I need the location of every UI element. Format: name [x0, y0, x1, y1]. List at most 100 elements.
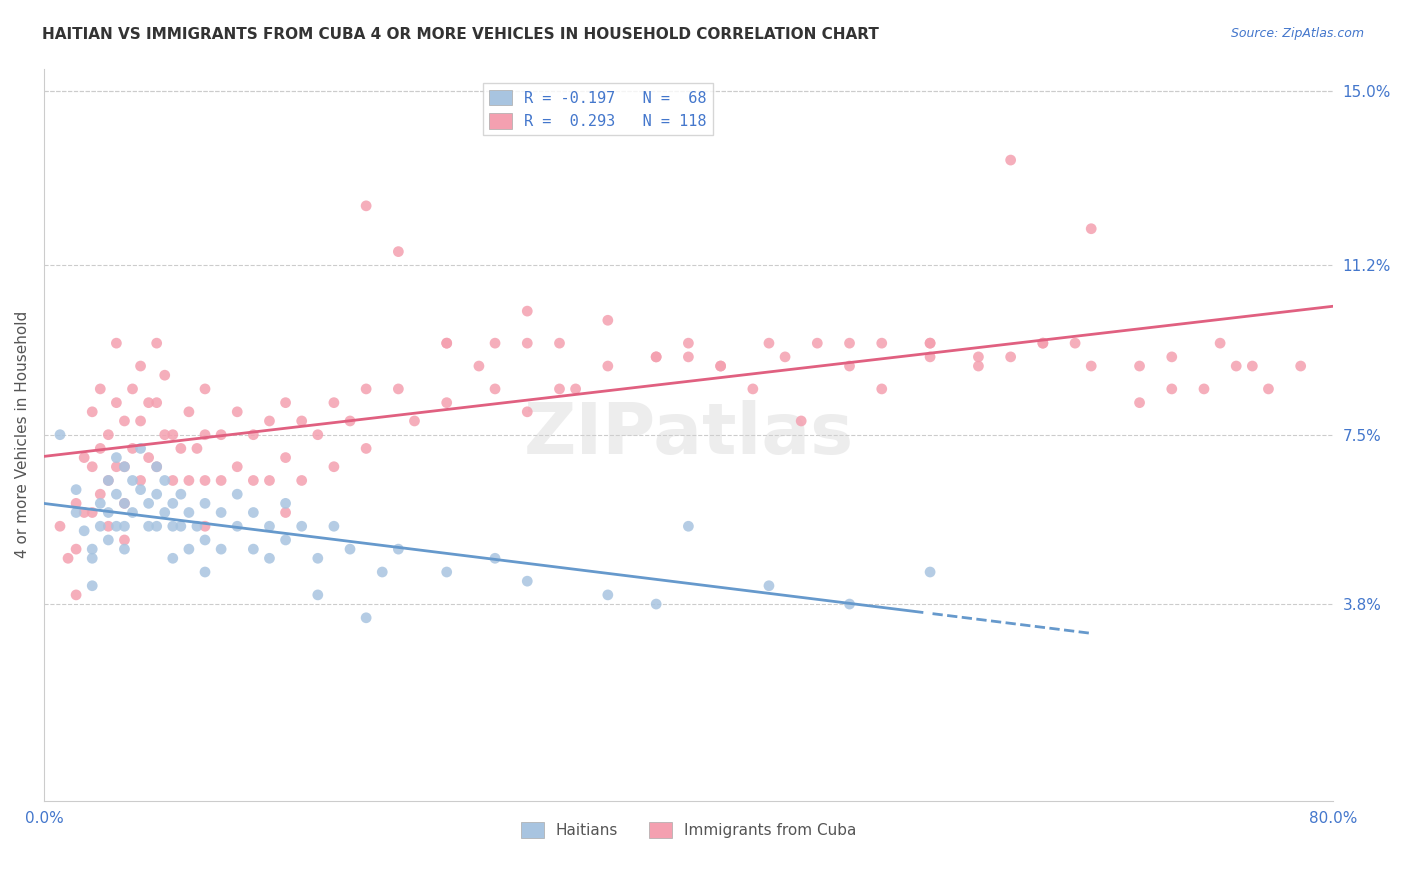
Point [1160, 350, 1182, 364]
Point [354, 611, 377, 625]
Point [436, 336, 458, 351]
Point [484, 382, 506, 396]
Point [967, 350, 990, 364]
Point [65, 542, 87, 557]
Point [153, 506, 176, 520]
Point [194, 533, 217, 547]
Point [65, 588, 87, 602]
Point [177, 542, 200, 557]
Point [114, 459, 136, 474]
Point [114, 496, 136, 510]
Point [129, 483, 152, 497]
Point [322, 519, 344, 533]
Point [145, 487, 167, 501]
Point [145, 395, 167, 409]
Point [596, 359, 619, 373]
Point [710, 359, 733, 373]
Point [1225, 359, 1247, 373]
Point [291, 474, 314, 488]
Point [322, 395, 344, 409]
Point [790, 414, 813, 428]
Point [242, 474, 264, 488]
Point [596, 313, 619, 327]
Point [114, 533, 136, 547]
Point [242, 542, 264, 557]
Point [564, 382, 586, 396]
Point [114, 519, 136, 533]
Point [242, 427, 264, 442]
Point [1289, 359, 1312, 373]
Point [259, 519, 281, 533]
Point [82, 579, 104, 593]
Point [153, 368, 176, 383]
Point [65, 506, 87, 520]
Point [82, 405, 104, 419]
Point [259, 414, 281, 428]
Point [1080, 221, 1102, 235]
Point [870, 336, 893, 351]
Point [121, 474, 143, 488]
Point [645, 350, 668, 364]
Point [105, 450, 128, 465]
Text: Source: ZipAtlas.com: Source: ZipAtlas.com [1230, 27, 1364, 40]
Point [645, 350, 668, 364]
Point [758, 336, 780, 351]
Point [89, 496, 111, 510]
Point [129, 442, 152, 456]
Text: HAITIAN VS IMMIGRANTS FROM CUBA 4 OR MORE VEHICLES IN HOUSEHOLD CORRELATION CHAR: HAITIAN VS IMMIGRANTS FROM CUBA 4 OR MOR… [42, 27, 879, 42]
Point [194, 496, 217, 510]
Point [162, 474, 184, 488]
Point [436, 395, 458, 409]
Point [1160, 382, 1182, 396]
Point [645, 597, 668, 611]
Point [1064, 336, 1087, 351]
Point [194, 474, 217, 488]
Point [89, 487, 111, 501]
Point [920, 336, 942, 351]
Point [387, 382, 409, 396]
Point [138, 519, 160, 533]
Point [194, 565, 217, 579]
Point [129, 414, 152, 428]
Point [1032, 336, 1054, 351]
Point [121, 506, 143, 520]
Point [354, 382, 377, 396]
Point [162, 427, 184, 442]
Point [468, 359, 491, 373]
Point [129, 474, 152, 488]
Point [105, 519, 128, 533]
Point [73, 524, 96, 538]
Point [1192, 382, 1215, 396]
Point [1032, 336, 1054, 351]
Point [145, 459, 167, 474]
Point [516, 405, 538, 419]
Point [121, 382, 143, 396]
Point [177, 474, 200, 488]
Point [1128, 395, 1150, 409]
Point [307, 427, 329, 442]
Point [89, 442, 111, 456]
Point [354, 199, 377, 213]
Point [678, 350, 700, 364]
Point [484, 336, 506, 351]
Point [49, 519, 72, 533]
Point [97, 506, 120, 520]
Point [145, 459, 167, 474]
Legend: Haitians, Immigrants from Cuba: Haitians, Immigrants from Cuba [515, 816, 862, 845]
Point [967, 359, 990, 373]
Point [678, 519, 700, 533]
Text: ZIPatlas: ZIPatlas [523, 401, 853, 469]
Point [596, 588, 619, 602]
Point [97, 474, 120, 488]
Point [242, 506, 264, 520]
Point [97, 533, 120, 547]
Point [387, 542, 409, 557]
Point [291, 519, 314, 533]
Point [710, 359, 733, 373]
Point [1080, 359, 1102, 373]
Point [806, 336, 828, 351]
Point [89, 519, 111, 533]
Point [209, 427, 232, 442]
Point [920, 565, 942, 579]
Point [1257, 382, 1279, 396]
